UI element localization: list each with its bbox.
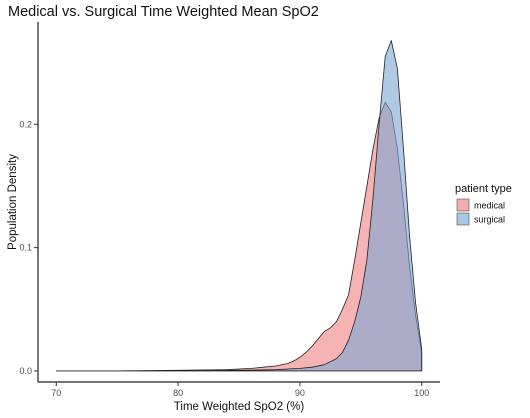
x-tick-label: 70 [51,388,61,398]
legend-key-medical [456,198,470,212]
x-tick-label: 100 [414,388,429,398]
plot-area [55,40,423,372]
y-axis-title: Population Density [7,154,19,250]
legend-label-surgical: surgical [474,215,505,225]
legend-label-medical: medical [474,201,505,211]
y-tick-label: 0.0 [19,366,32,376]
x-axis-ticks: 70 80 90 100 [51,382,429,398]
x-axis-title: Time Weighted SpO2 (%) [174,401,305,413]
density-area-surgical [55,40,423,372]
legend: patient type medical surgical [455,183,512,226]
y-tick-label: 0.1 [19,243,32,253]
chart-title: Medical vs. Surgical Time Weighted Mean … [8,4,319,20]
x-tick-label: 80 [173,388,183,398]
y-axis-ticks: 0.0 0.1 0.2 [19,119,38,376]
y-tick-label: 0.2 [19,119,32,129]
legend-title: patient type [455,183,512,195]
x-tick-label: 90 [295,388,305,398]
legend-key-surgical [456,212,470,226]
